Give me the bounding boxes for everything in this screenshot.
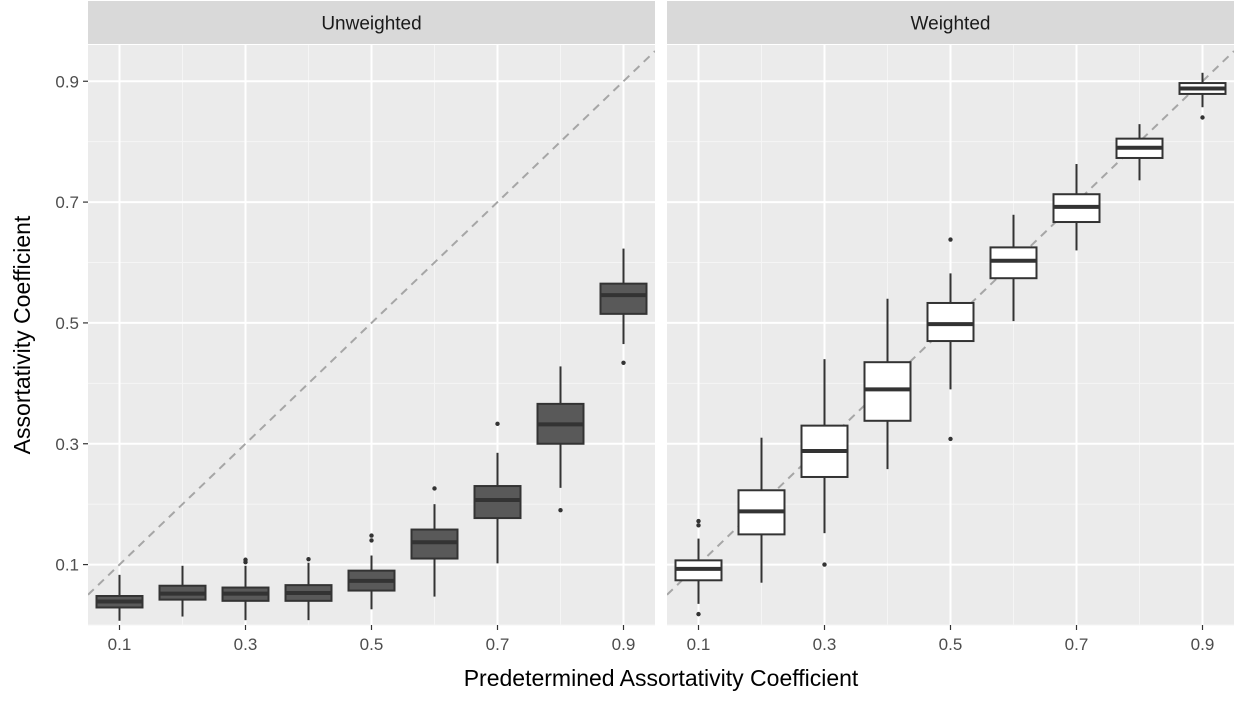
outlier-point — [948, 436, 953, 442]
box-weighted-0.3 — [800, 359, 849, 567]
box-unweighted-0.4 — [284, 556, 333, 621]
x-tick-label: 0.3 — [234, 635, 258, 654]
x-tick-label: 0.1 — [108, 635, 132, 654]
x-tick-label: 0.9 — [1191, 635, 1215, 654]
box-unweighted-0.3 — [221, 557, 270, 621]
box-iqr — [863, 361, 912, 422]
y-tick-label: 0.3 — [55, 435, 79, 454]
outlier-point — [558, 508, 563, 513]
outlier-point — [432, 486, 437, 491]
box-iqr — [473, 485, 522, 520]
box-iqr — [926, 301, 975, 343]
x-tick-label: 0.9 — [612, 635, 636, 654]
outlier-point — [369, 538, 374, 543]
box-unweighted-0.8 — [536, 366, 585, 513]
box-weighted-0.4 — [863, 298, 912, 470]
outlier-point — [696, 518, 701, 524]
outlier-point — [696, 523, 701, 528]
box-weighted-0.5 — [926, 237, 975, 442]
box-unweighted-0.7 — [473, 421, 522, 564]
strip-label-unweighted: Unweighted — [321, 14, 421, 35]
box-iqr — [599, 282, 648, 315]
box-weighted-0.1 — [674, 518, 723, 617]
outlier-point — [243, 557, 248, 562]
x-tick-label: 0.3 — [813, 635, 837, 654]
x-axis-title: Predetermined Assortativity Coefficient — [464, 665, 859, 691]
box-unweighted-0.6 — [410, 486, 459, 597]
outlier-point — [696, 611, 701, 617]
panel-unweighted: Unweighted 0.1 0.3 0.5 0.7 0.9 — [88, 1, 655, 654]
strip-weighted — [667, 1, 1234, 44]
y-tick-label: 0.7 — [55, 193, 79, 212]
x-tick-label: 0.7 — [486, 635, 510, 654]
box-weighted-0.7 — [1052, 164, 1101, 251]
box-weighted-0.6 — [989, 214, 1038, 322]
outlier-point — [1200, 115, 1205, 120]
box-unweighted-0.1 — [95, 574, 144, 621]
outlier-point — [306, 556, 311, 562]
x-tick-label: 0.1 — [687, 635, 711, 654]
x-tick-label: 0.7 — [1065, 635, 1089, 654]
outlier-point — [621, 360, 626, 365]
box-unweighted-0.5 — [347, 533, 396, 610]
strip-label-weighted: Weighted — [911, 14, 991, 35]
panel-weighted: Weighted 0.1 0.3 0.5 0.7 0.9 — [667, 1, 1234, 654]
x-tick-label: 0.5 — [360, 635, 384, 654]
y-axis-title: Assortativity Coefficient — [9, 215, 35, 454]
outlier-point — [369, 533, 374, 538]
y-tick-label: 0.9 — [55, 72, 79, 91]
box-weighted-0.2 — [737, 437, 786, 583]
box-weighted-0.8 — [1115, 124, 1164, 181]
outlier-point — [495, 421, 500, 427]
outlier-point — [948, 237, 953, 242]
x-tick-label: 0.5 — [939, 635, 963, 654]
outlier-point — [822, 562, 827, 567]
y-tick-label: 0.1 — [55, 556, 79, 575]
box-iqr — [989, 246, 1038, 280]
strip-unweighted — [88, 1, 655, 44]
box-weighted-0.9 — [1178, 72, 1227, 120]
y-tick-label: 0.5 — [55, 314, 79, 333]
reference-line-unweighted — [88, 50, 655, 596]
box-unweighted-0.2 — [158, 565, 207, 617]
box-unweighted-0.9 — [599, 248, 648, 365]
